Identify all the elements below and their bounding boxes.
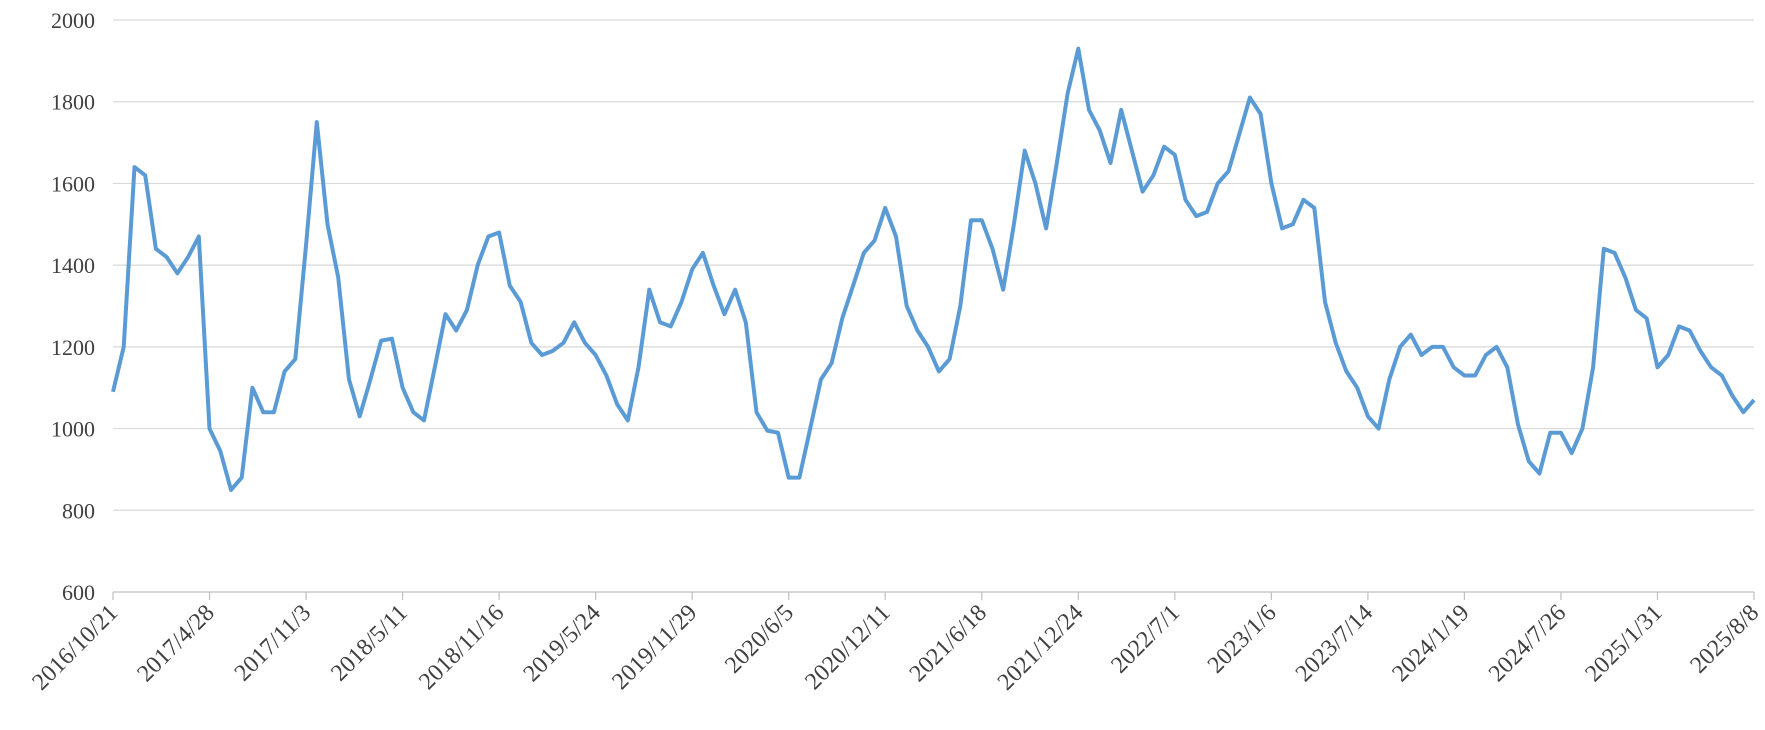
x-tick-label: 2024/1/19 — [1387, 600, 1474, 687]
x-tick-label: 2019/5/24 — [519, 600, 606, 687]
data-line — [111, 46, 1756, 492]
x-tick-label: 2020/12/11 — [800, 600, 895, 695]
y-tick-label: 1600 — [51, 171, 95, 196]
x-tick-label: 2022/7/1 — [1106, 600, 1185, 679]
x-tick-label: 2025/1/31 — [1580, 600, 1667, 687]
x-tick-label: 2016/10/21 — [28, 600, 124, 696]
x-tick-label: 2017/4/28 — [133, 600, 220, 687]
x-tick-label: 2021/6/18 — [905, 600, 992, 687]
x-tick-label: 2024/7/26 — [1484, 600, 1571, 687]
y-tick-label: 1400 — [51, 253, 95, 278]
x-tick-label: 2019/11/29 — [607, 600, 702, 695]
y-tick-label: 600 — [62, 580, 95, 605]
y-tick-label: 1200 — [51, 335, 95, 360]
x-tick-label: 2018/5/11 — [326, 600, 413, 687]
y-tick-label: 800 — [62, 498, 95, 523]
x-tick-label: 2021/12/24 — [993, 600, 1089, 696]
x-tick-label: 2023/1/6 — [1203, 600, 1282, 679]
y-tick-label: 1000 — [51, 417, 95, 442]
y-tick-label: 1800 — [51, 90, 95, 115]
x-tick-label: 2017/11/3 — [230, 600, 317, 687]
y-tick-label: 2000 — [51, 8, 95, 33]
x-tick-label: 2020/6/5 — [720, 600, 799, 679]
x-tick-label: 2023/7/14 — [1291, 600, 1378, 687]
x-tick-label: 2018/11/16 — [414, 600, 509, 695]
x-tick-label: 2025/8/8 — [1686, 600, 1765, 679]
